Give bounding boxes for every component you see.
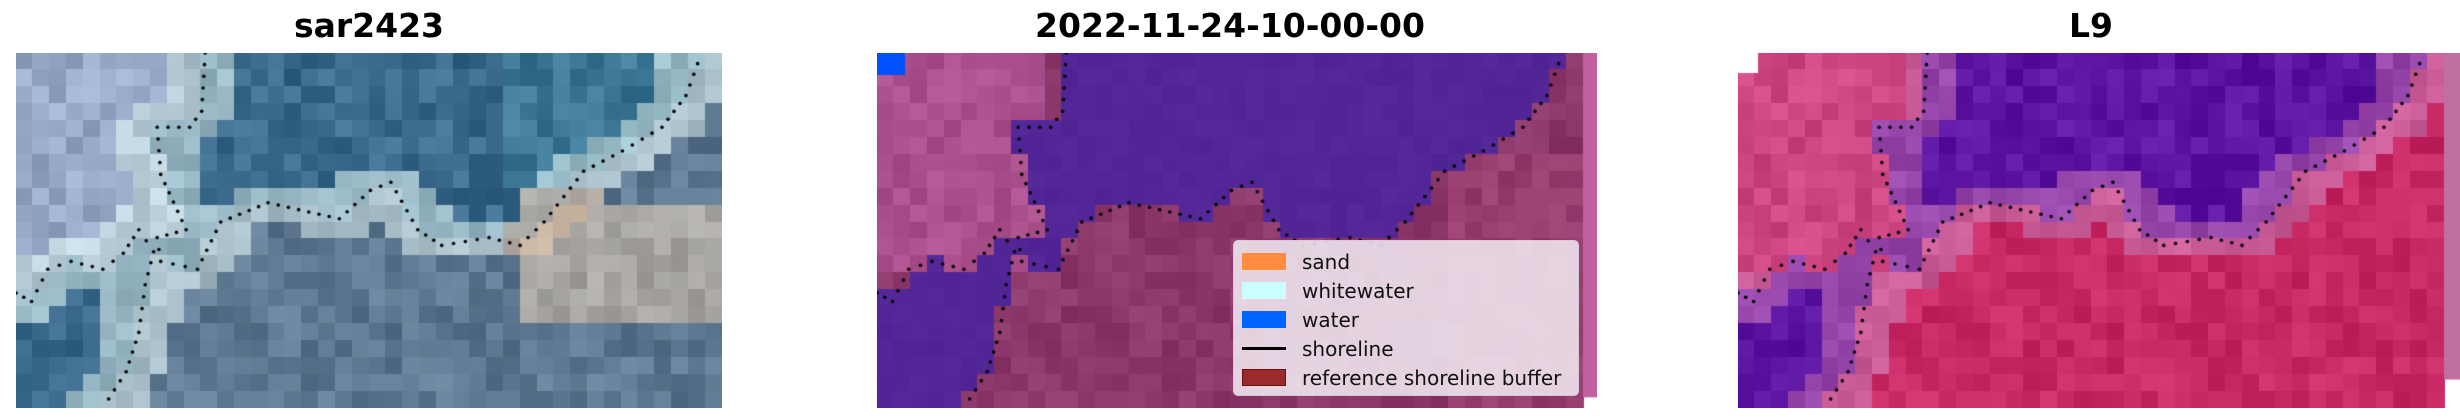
legend-label: whitewater: [1302, 278, 1414, 303]
water-swatch: [1242, 311, 1286, 328]
panel-title-rgb: sar2423: [293, 6, 445, 45]
legend-item-sand: sand: [1242, 247, 1570, 276]
legend-item-buffer: reference shoreline buffer: [1242, 363, 1570, 392]
buffer-swatch: [1242, 369, 1286, 386]
whitewater-swatch: [1242, 282, 1286, 299]
panel-title-index: L9: [2069, 6, 2113, 45]
legend-item-shoreline: shoreline: [1242, 334, 1570, 363]
index-image: [1738, 53, 2460, 408]
shoreline-line-swatch: [1242, 347, 1286, 350]
legend-label: shoreline: [1302, 336, 1394, 361]
rgb-image: [16, 53, 722, 408]
legend: sand whitewater water shoreline referenc…: [1233, 240, 1579, 396]
legend-item-whitewater: whitewater: [1242, 276, 1570, 305]
sand-swatch: [1242, 253, 1286, 270]
legend-label: water: [1302, 307, 1359, 332]
legend-label: sand: [1302, 249, 1351, 274]
legend-item-water: water: [1242, 305, 1570, 334]
legend-label: reference shoreline buffer: [1302, 365, 1562, 390]
panel-title-classified: 2022-11-24-10-00-00: [1035, 6, 1425, 45]
